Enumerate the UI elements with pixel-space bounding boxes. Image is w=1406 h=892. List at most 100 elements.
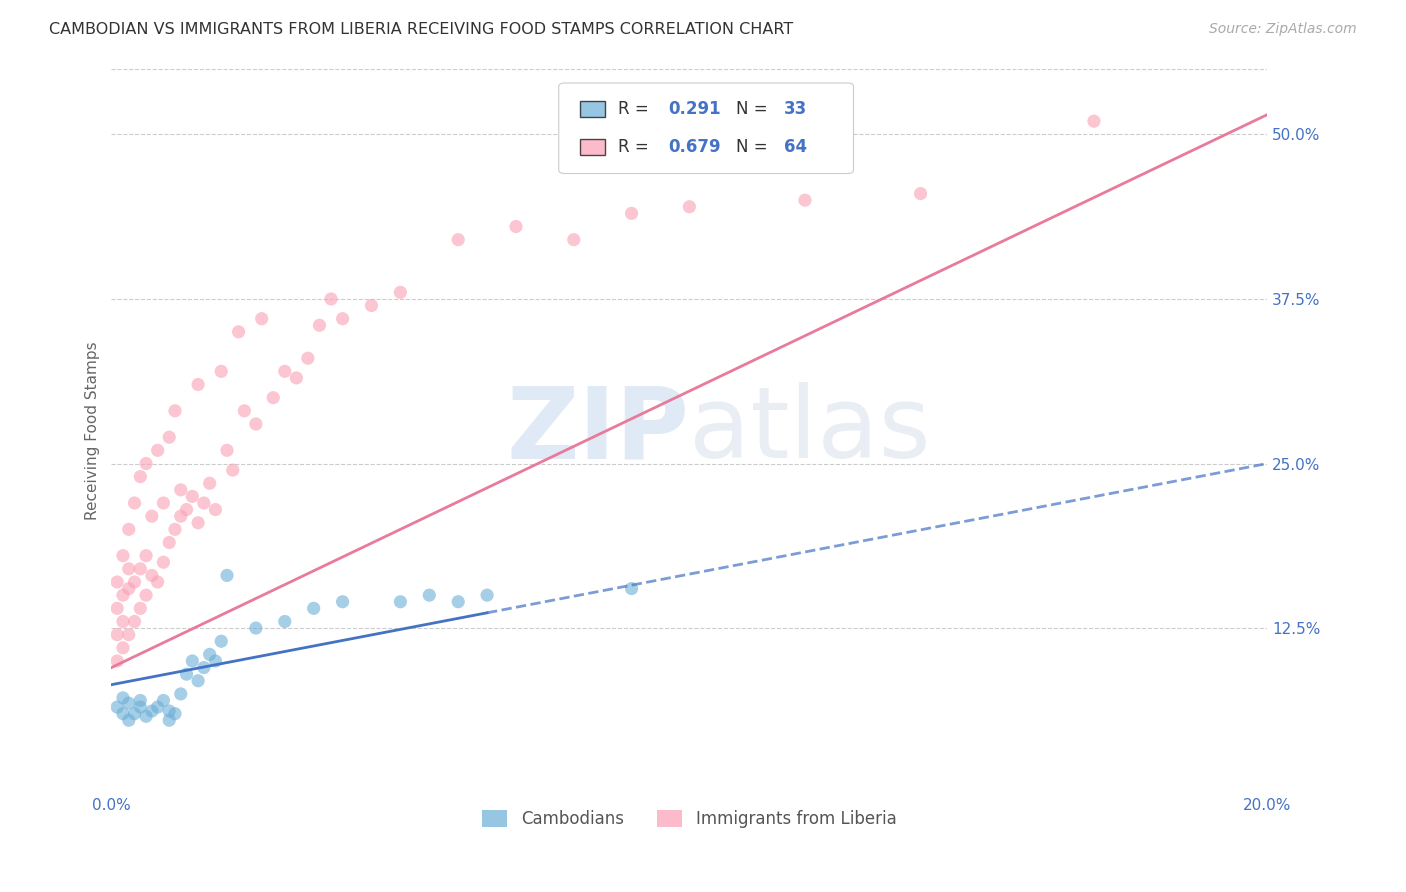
Point [141,704,163,718]
Point [157,430,180,444]
Point [620,582,643,596]
Point [447,233,470,247]
Point [135,588,157,602]
Point [111,640,134,655]
Point [176,667,198,681]
FancyBboxPatch shape [579,139,605,155]
Point [910,186,932,201]
Point [129,562,152,576]
Point [111,706,134,721]
Point [332,595,354,609]
Text: atlas: atlas [689,382,931,479]
Point [118,696,141,710]
Point [118,582,141,596]
Point [187,673,209,688]
Point [152,496,174,510]
Text: 0.291: 0.291 [669,100,721,118]
Point [118,713,141,727]
Point [302,601,325,615]
Point [475,588,498,602]
Point [360,298,382,312]
Text: Source: ZipAtlas.com: Source: ZipAtlas.com [1209,22,1357,37]
Point [319,292,342,306]
Point [141,568,163,582]
Text: R =: R = [617,138,654,156]
Point [176,502,198,516]
Point [418,588,440,602]
Point [118,522,141,536]
Point [562,233,585,247]
Text: 64: 64 [785,138,807,156]
Point [152,693,174,707]
Point [262,391,284,405]
Point [297,351,319,366]
Point [215,568,238,582]
Point [163,522,186,536]
Point [146,574,169,589]
Point [228,325,250,339]
Point [111,615,134,629]
Point [181,490,204,504]
Point [181,654,204,668]
Point [129,601,152,615]
Point [678,200,700,214]
Point [146,443,169,458]
Y-axis label: Receiving Food Stamps: Receiving Food Stamps [86,342,100,520]
Point [141,509,163,524]
Point [332,311,354,326]
Point [105,628,128,642]
Text: 0.679: 0.679 [669,138,721,156]
Point [204,502,226,516]
Point [111,588,134,602]
Point [285,371,308,385]
Point [129,693,152,707]
Point [163,706,186,721]
Point [389,285,412,300]
Point [308,318,330,333]
Point [152,555,174,569]
Text: N =: N = [735,100,772,118]
Point [124,615,146,629]
Point [170,687,193,701]
Point [222,463,245,477]
Point [245,417,267,431]
Point [157,704,180,718]
Point [124,496,146,510]
Point [187,516,209,530]
Point [198,648,221,662]
Point [163,404,186,418]
Point [105,601,128,615]
Point [118,562,141,576]
Point [204,654,226,668]
Point [794,193,817,207]
FancyBboxPatch shape [558,83,853,174]
Point [209,364,232,378]
Point [135,549,157,563]
Point [124,706,146,721]
Point [274,364,297,378]
Point [146,700,169,714]
Point [135,709,157,723]
Point [111,690,134,705]
Text: N =: N = [735,138,772,156]
Point [170,509,193,524]
Point [193,660,215,674]
Text: 33: 33 [785,100,807,118]
Text: CAMBODIAN VS IMMIGRANTS FROM LIBERIA RECEIVING FOOD STAMPS CORRELATION CHART: CAMBODIAN VS IMMIGRANTS FROM LIBERIA REC… [49,22,793,37]
Point [187,377,209,392]
Point [1083,114,1105,128]
Point [170,483,193,497]
Point [389,595,412,609]
Point [118,628,141,642]
Point [620,206,643,220]
Point [157,535,180,549]
Point [129,469,152,483]
Point [198,476,221,491]
Point [215,443,238,458]
Point [209,634,232,648]
Point [250,311,273,326]
Point [245,621,267,635]
Point [135,457,157,471]
Legend: Cambodians, Immigrants from Liberia: Cambodians, Immigrants from Liberia [475,804,903,835]
Text: R =: R = [617,100,654,118]
